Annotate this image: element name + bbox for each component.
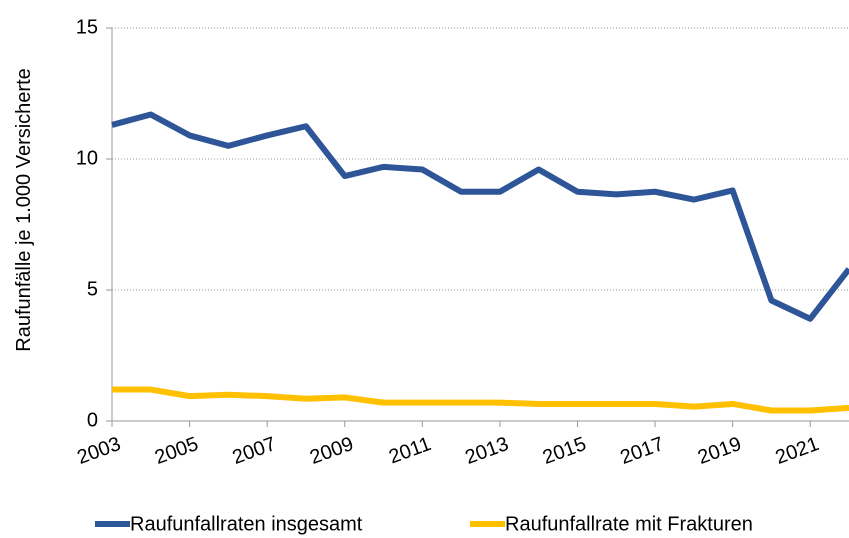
y-tick-label: 15 [76,16,98,38]
x-tick-label: 2015 [540,433,589,469]
x-tick-label: 2021 [773,433,822,469]
x-tick-label: 2017 [617,433,666,469]
series-line [111,111,849,322]
legend-label: Raufunfallraten insgesamt [130,513,363,535]
x-tick-label: 2011 [386,433,434,468]
legend-label: Raufunfallrate mit Frakturen [505,513,753,535]
y-tick-label: 0 [87,409,98,431]
x-tick-label: 2007 [230,433,279,469]
x-tick-label: 2003 [74,433,123,469]
x-tick-label: 2019 [695,433,744,469]
x-tick-label: 2013 [462,433,511,469]
y-tick-label: 10 [76,147,98,169]
x-tick-label: 2009 [307,433,356,469]
y-tick-label: 5 [87,278,98,300]
x-tick-label: 2005 [152,433,201,469]
y-axis-label: Raufunfälle je 1.000 Versicherte [13,68,35,352]
series-line [112,386,849,414]
